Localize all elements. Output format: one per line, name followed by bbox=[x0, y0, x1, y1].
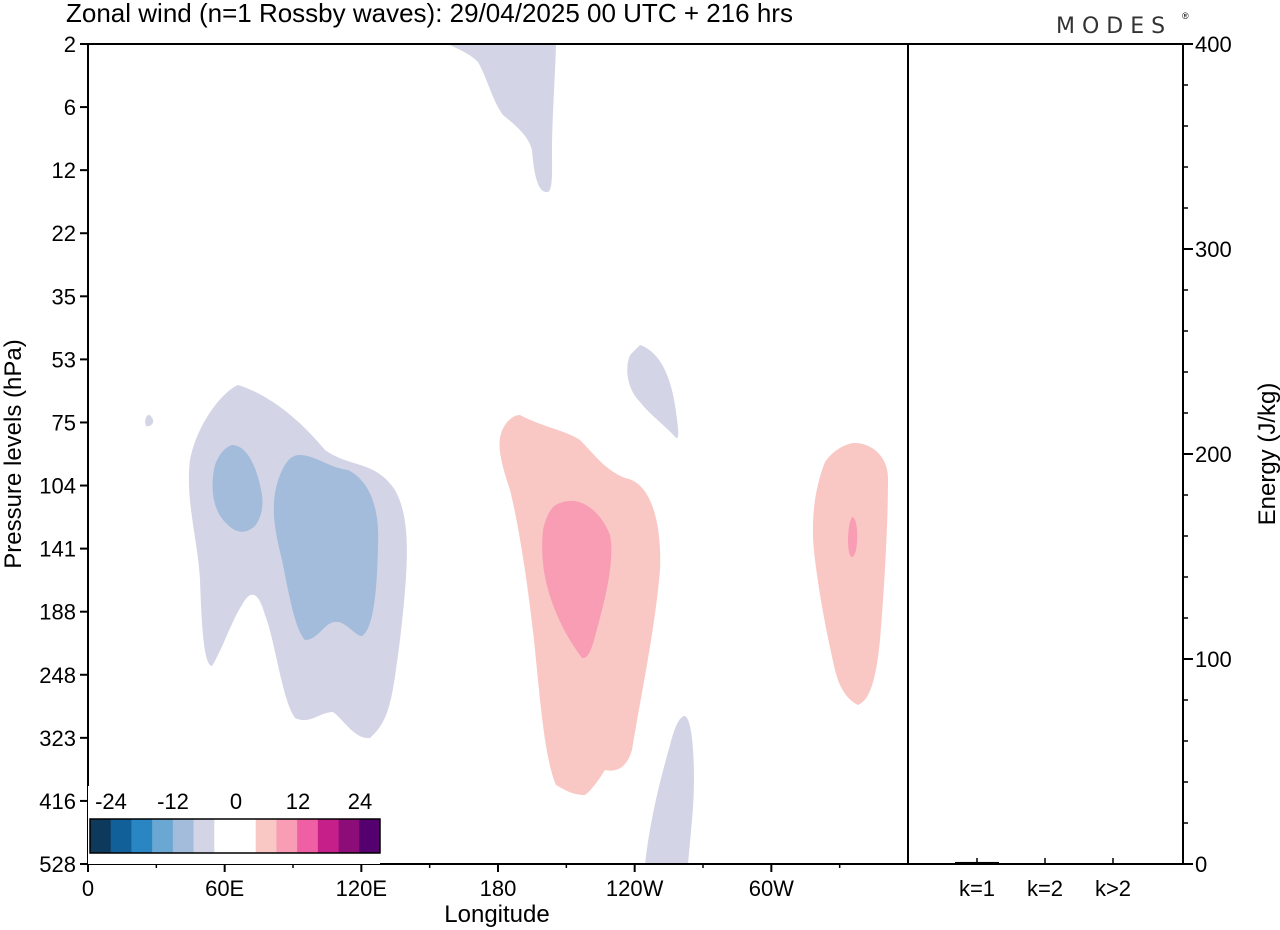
colorbar-swatch bbox=[255, 819, 277, 853]
y-axis-label: Pressure levels (hPa) bbox=[0, 339, 27, 568]
brand-registered-mark: ® bbox=[1182, 11, 1189, 21]
longitude-axis: 0 60E 120E 180 120W 60W bbox=[82, 864, 841, 901]
y-tick-label: 248 bbox=[39, 663, 76, 688]
colorbar-swatch bbox=[110, 819, 132, 853]
y-tick-label: 53 bbox=[52, 347, 76, 372]
y-tick-label: 35 bbox=[52, 284, 76, 309]
y-tick-label: 104 bbox=[39, 474, 76, 499]
colorbar-label: 24 bbox=[348, 789, 372, 814]
colorbar-swatch bbox=[131, 819, 153, 853]
colorbar-label: 12 bbox=[286, 789, 310, 814]
y-tick-label: 188 bbox=[39, 600, 76, 625]
y-tick-label: 75 bbox=[52, 410, 76, 435]
contour-pos-east bbox=[812, 443, 888, 705]
y-tick-label: 323 bbox=[39, 726, 76, 751]
chart-title: Zonal wind (n=1 Rossby waves): 29/04/202… bbox=[66, 0, 793, 28]
colorbar-border bbox=[89, 818, 381, 854]
colorbar-swatch bbox=[214, 819, 236, 853]
energy-tick-label: 100 bbox=[1195, 647, 1232, 672]
wavenumber-label: k=1 bbox=[959, 876, 995, 901]
contour-field bbox=[145, 44, 888, 864]
y-tick-label: 528 bbox=[39, 852, 76, 877]
colorbar-swatch bbox=[297, 819, 319, 853]
x-axis-label: Longitude bbox=[444, 901, 549, 928]
contour-neg-mid bbox=[627, 345, 679, 439]
colorbar-label: 0 bbox=[230, 789, 242, 814]
colorbar-swatch bbox=[276, 819, 298, 853]
y-tick-label: 2 bbox=[64, 32, 76, 57]
contour-neg8-a bbox=[212, 445, 263, 532]
colorbar-swatch bbox=[359, 819, 381, 853]
y-tick-label: 12 bbox=[52, 158, 76, 183]
x-tick-label: 180 bbox=[480, 876, 517, 901]
colorbar-swatch bbox=[317, 819, 339, 853]
energy-tick-label: 400 bbox=[1195, 32, 1232, 57]
contour-pos8-east bbox=[848, 517, 858, 558]
brand-logo: MODES bbox=[1056, 14, 1172, 39]
colorbar-swatch bbox=[152, 819, 174, 853]
x-tick-label: 60E bbox=[205, 876, 244, 901]
wavenumber-axis: k=1 k=2 k>2 bbox=[959, 858, 1131, 901]
y-tick-label: 22 bbox=[52, 221, 76, 246]
x-tick-label: 60W bbox=[749, 876, 794, 901]
contour-neg-upper bbox=[448, 44, 556, 193]
pressure-axis: 2 6 12 22 35 53 75 104 141 188 248 323 416 528 bbox=[39, 32, 88, 877]
x-tick-label: 0 bbox=[82, 876, 94, 901]
colorbar-label: -12 bbox=[157, 789, 189, 814]
colorbar: -24 -12 0 12 24 bbox=[88, 786, 381, 864]
wavenumber-label: k=2 bbox=[1027, 876, 1063, 901]
y-tick-label: 141 bbox=[39, 537, 76, 562]
energy-axis: 0 100 200 300 400 bbox=[1183, 32, 1232, 877]
energy-tick-label: 300 bbox=[1195, 237, 1232, 262]
contour-neg-lower bbox=[645, 716, 694, 864]
energy-tick-label: 0 bbox=[1195, 852, 1207, 877]
colorbar-swatch bbox=[90, 819, 112, 853]
colorbar-swatch bbox=[338, 819, 360, 853]
contour-pos8-main bbox=[542, 500, 612, 659]
energy-tick-label: 200 bbox=[1195, 442, 1232, 467]
x-tick-label: 120E bbox=[336, 876, 387, 901]
y-tick-label: 416 bbox=[39, 789, 76, 814]
energy-axis-label: Energy (J/kg) bbox=[1254, 383, 1280, 526]
contour-neg-small-dot bbox=[145, 414, 154, 427]
colorbar-swatch bbox=[235, 819, 257, 853]
wavenumber-label: k>2 bbox=[1095, 876, 1131, 901]
colorbar-swatch bbox=[172, 819, 194, 853]
contour-neg8-b bbox=[273, 455, 379, 640]
x-tick-label: 120W bbox=[606, 876, 664, 901]
colorbar-swatch bbox=[193, 819, 215, 853]
colorbar-label: -24 bbox=[95, 789, 127, 814]
y-tick-label: 6 bbox=[64, 95, 76, 120]
